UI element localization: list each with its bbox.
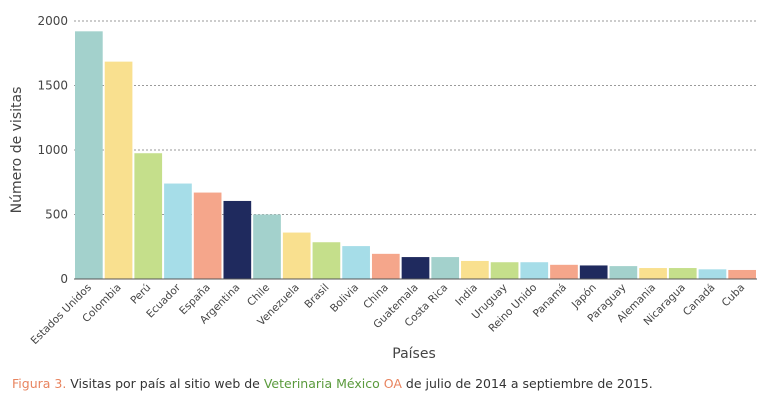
- gridlines: [74, 20, 757, 215]
- x-tick-label: India: [453, 282, 480, 309]
- figure-label: Figura 3.: [12, 376, 67, 391]
- bars: [75, 31, 756, 279]
- bar: [401, 257, 430, 279]
- bar: [550, 264, 578, 279]
- y-tick-label: 500: [45, 208, 68, 222]
- journal-name: Veterinaria México: [263, 376, 380, 391]
- caption-text-before: Visitas por país al sitio web de: [66, 376, 264, 391]
- bar: [639, 268, 667, 279]
- caption-text-after: de julio de 2014 a septiembre de 2015.: [401, 376, 653, 391]
- bar: [193, 192, 222, 279]
- bar: [461, 260, 489, 279]
- x-axis-title: Países: [392, 346, 435, 362]
- bar: [75, 31, 103, 279]
- bar: [223, 200, 252, 279]
- x-tick-label: Bolivia: [328, 282, 361, 315]
- y-axis-title: Número de visitas: [9, 87, 25, 214]
- y-tick-label: 1000: [37, 143, 68, 157]
- bar: [579, 265, 608, 279]
- x-tick-label: Canadá: [681, 282, 718, 319]
- bar: [668, 268, 697, 279]
- bar: [431, 257, 460, 279]
- y-tick-label: 0: [60, 272, 68, 286]
- bar: [698, 269, 727, 279]
- x-tick-label: Cuba: [720, 282, 748, 310]
- bar: [490, 262, 519, 279]
- bar: [282, 232, 311, 279]
- bar: [342, 246, 370, 279]
- x-tick-label: Chile: [245, 282, 272, 309]
- bar: [253, 214, 281, 279]
- y-tick-label: 1500: [37, 79, 68, 93]
- bar: [104, 61, 133, 279]
- x-tick-label: Perú: [128, 282, 153, 307]
- y-tick-label: 2000: [37, 14, 68, 28]
- bar: [312, 242, 341, 279]
- bar: [134, 153, 163, 279]
- y-axis-ticks: 0 500 1000 1500 2000: [37, 14, 68, 286]
- figure-caption: Figura 3. Visitas por país al sitio web …: [12, 376, 653, 391]
- bar: [609, 266, 638, 279]
- bar: [371, 253, 400, 279]
- bar: [520, 262, 549, 279]
- journal-suffix: OA: [379, 376, 402, 391]
- bar: [728, 269, 756, 279]
- bar: [164, 183, 192, 279]
